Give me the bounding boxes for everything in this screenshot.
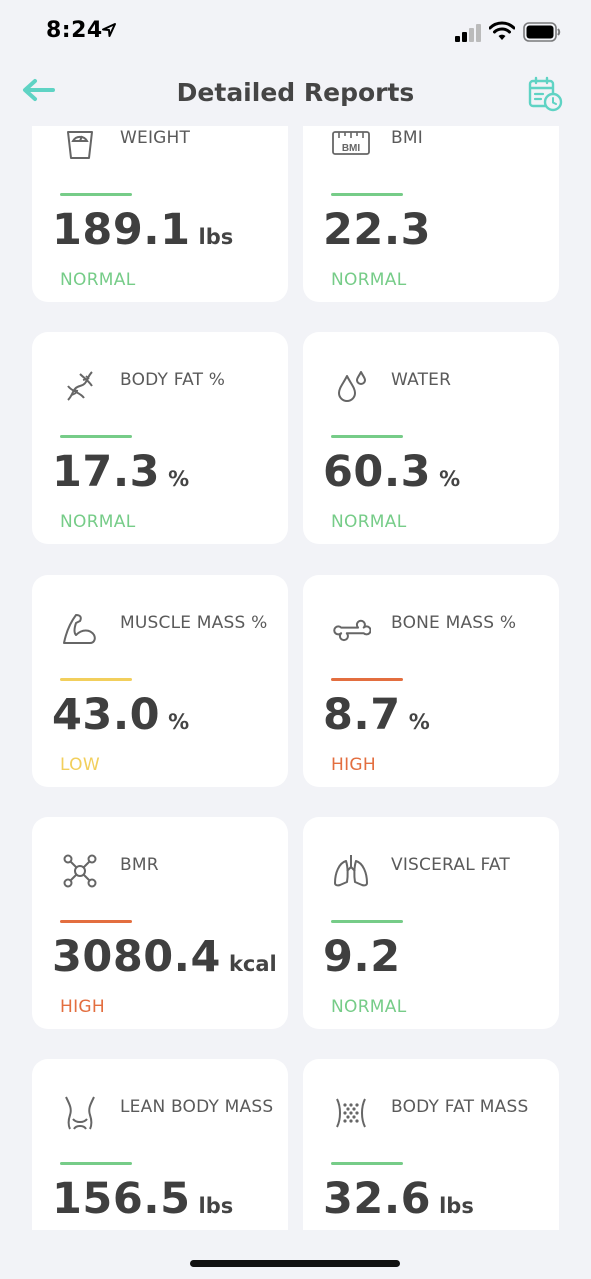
card-title: BODY FAT % <box>120 370 226 390</box>
molecule-icon <box>63 854 97 888</box>
card-title: BMI <box>391 128 423 148</box>
card-status: NORMAL <box>331 512 407 532</box>
back-arrow-icon <box>23 79 55 101</box>
status-indicator-line <box>331 1162 403 1165</box>
wifi-icon <box>489 21 515 40</box>
card-status: LOW <box>60 755 100 775</box>
status-indicator-line <box>60 1162 132 1165</box>
status-indicator-line <box>331 193 403 196</box>
card-status: HIGH <box>331 755 376 775</box>
svg-text:BMI: BMI <box>342 143 361 154</box>
card-status: NORMAL <box>331 997 407 1017</box>
card-status: NORMAL <box>60 512 136 532</box>
card-value: 17.3% <box>52 447 190 497</box>
bmi-card[interactable]: BMI BMI 22.3 NORMAL <box>303 126 559 302</box>
card-status: HIGH <box>60 997 105 1017</box>
calendar-clock-icon <box>528 76 563 112</box>
card-unit: kcal <box>228 952 277 976</box>
card-value: 189.1 lbs <box>52 205 234 255</box>
status-indicator-line <box>331 920 403 923</box>
status-time: 8:24 <box>46 18 103 43</box>
location-arrow-icon <box>102 23 116 37</box>
card-status: NORMAL <box>331 270 407 290</box>
card-value: 8.7% <box>323 690 430 740</box>
home-indicator[interactable] <box>190 1260 400 1267</box>
bmi-ruler-icon: BMI <box>332 131 370 155</box>
card-value: 43.0% <box>52 690 190 740</box>
page-title: Detailed Reports <box>176 78 415 107</box>
visceral-fat-card[interactable]: VISCERAL FAT 9.2 NORMAL <box>303 817 559 1029</box>
card-title: BMR <box>120 855 159 875</box>
cellular-signal-icon <box>455 24 481 42</box>
bmr-card[interactable]: BMR 3080.4 kcal HIGH <box>32 817 288 1029</box>
card-unit: % <box>168 467 190 491</box>
calendar-history-button[interactable] <box>527 76 563 112</box>
card-title: WEIGHT <box>120 128 191 148</box>
card-title: MUSCLE MASS % <box>120 613 268 633</box>
card-value: 60.3% <box>323 447 461 497</box>
card-title: LEAN BODY MASS <box>120 1097 274 1117</box>
status-indicator-line <box>331 435 403 438</box>
body-fat-mass-card[interactable]: BODY FAT MASS 32.6 lbs <box>303 1059 559 1230</box>
card-title: BODY FAT MASS <box>391 1097 529 1117</box>
card-unit: lbs <box>198 225 234 249</box>
lean-body-mass-card[interactable]: LEAN BODY MASS 156.5 lbs <box>32 1059 288 1230</box>
water-drops-icon <box>338 371 366 402</box>
body-fat-card[interactable]: BODY FAT % 17.3% NORMAL <box>32 332 288 544</box>
scale-icon <box>67 131 93 159</box>
fat-cells-icon <box>336 1098 366 1128</box>
card-value: 22.3 <box>323 205 432 255</box>
card-value: 9.2 <box>323 932 401 982</box>
status-bar: 8:24 <box>0 0 591 64</box>
dna-icon <box>67 371 93 401</box>
muscle-mass-card[interactable]: MUSCLE MASS % 43.0% LOW <box>32 575 288 787</box>
nav-bar: Detailed Reports <box>0 64 591 126</box>
back-button[interactable] <box>20 76 56 104</box>
status-indicator-line <box>60 193 132 196</box>
weight-card[interactable]: WEIGHT 189.1 lbs NORMAL <box>32 126 288 302</box>
status-indicator-line <box>60 920 132 923</box>
card-title: WATER <box>391 370 452 390</box>
battery-icon <box>523 22 561 42</box>
card-status: NORMAL <box>60 270 136 290</box>
muscle-arm-icon <box>63 614 96 644</box>
card-unit: % <box>168 710 190 734</box>
card-unit: lbs <box>198 1194 234 1218</box>
bone-icon <box>333 619 371 642</box>
card-unit: % <box>408 710 430 734</box>
card-value: 32.6 lbs <box>323 1174 474 1224</box>
report-grid[interactable]: WEIGHT 189.1 lbs NORMAL BMI BMI 22.3 NORM… <box>0 126 591 1230</box>
card-value: 3080.4 kcal <box>52 932 277 982</box>
water-card[interactable]: WATER 60.3% NORMAL <box>303 332 559 544</box>
lungs-icon <box>334 855 368 887</box>
card-value: 156.5 lbs <box>52 1174 234 1224</box>
card-unit: lbs <box>439 1194 474 1218</box>
status-indicator-line <box>60 435 132 438</box>
card-unit: % <box>439 467 461 491</box>
bone-mass-card[interactable]: BONE MASS % 8.7% HIGH <box>303 575 559 787</box>
card-title: BONE MASS % <box>391 613 517 633</box>
status-indicator-line <box>60 678 132 681</box>
status-indicator-line <box>331 678 403 681</box>
torso-icon <box>65 1096 95 1130</box>
card-title: VISCERAL FAT <box>391 855 510 875</box>
